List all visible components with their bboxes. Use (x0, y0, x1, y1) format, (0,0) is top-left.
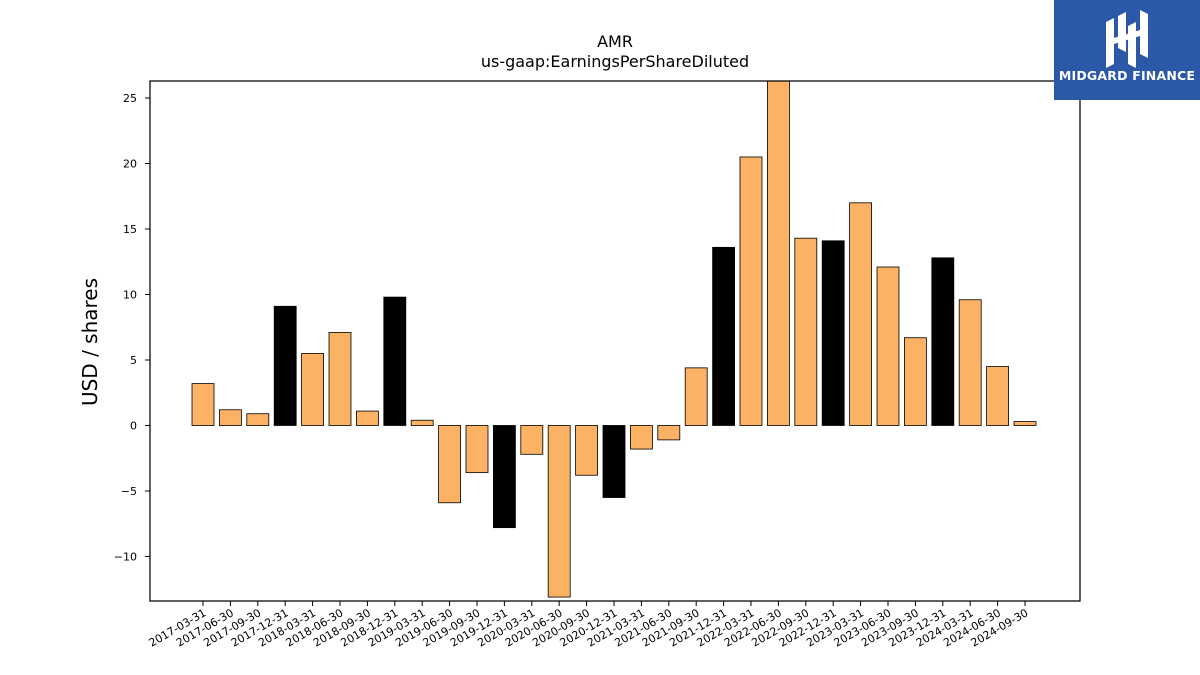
bar-2020-06-30 (547, 425, 571, 598)
y-tick-label: 25 (123, 92, 137, 105)
bar-2021-09-30 (684, 367, 708, 426)
bar-2023-06-30 (876, 266, 900, 426)
bar-2019-09-30 (465, 425, 489, 474)
bar-2017-03-31 (191, 383, 215, 426)
chart-subtitle: us-gaap:EarningsPerShareDiluted (480, 52, 750, 71)
y-axis: −10 −5 0 5 10 15 20 25 (114, 92, 150, 563)
bar-2022-09-30 (794, 237, 818, 426)
y-tick-label: 15 (123, 223, 137, 236)
chart-title: AMR (597, 32, 633, 51)
y-tick-label: −5 (121, 485, 137, 498)
bar-2019-03-31 (410, 419, 434, 426)
bar-2022-12-31 (821, 240, 845, 426)
y-axis-label: USD / shares (78, 277, 102, 407)
bar-2021-03-31 (630, 425, 653, 450)
bar-2020-03-31 (520, 425, 544, 455)
y-tick-label: 0 (130, 419, 137, 432)
bar-2017-09-30 (246, 413, 270, 426)
bar-2022-06-30 (767, 80, 790, 426)
y-tick-label: 5 (130, 354, 137, 367)
plot-frame (149, 80, 1081, 602)
bar-2021-12-31 (712, 246, 735, 426)
bar-2023-12-31 (931, 257, 955, 426)
bar-2018-06-30 (328, 332, 352, 426)
bar-2018-03-31 (301, 353, 325, 426)
bar-2019-06-30 (438, 425, 462, 504)
bar-2021-06-30 (657, 425, 681, 441)
x-axis: 2017-03-312017-06-302017-09-302017-12-31… (147, 601, 1031, 650)
y-tick-label: −10 (114, 550, 137, 563)
bar-2018-12-31 (383, 296, 407, 426)
logo-text: MIDGARD FINANCE (1058, 68, 1196, 83)
bar-2022-03-31 (739, 156, 763, 426)
bar-2020-12-31 (602, 425, 626, 498)
brand-logo: MIDGARD FINANCE (1054, 0, 1200, 100)
bar-2024-09-30 (1013, 421, 1037, 426)
bar-2020-09-30 (575, 425, 598, 476)
y-tick-label: 20 (123, 158, 137, 171)
bar-2023-09-30 (904, 337, 927, 426)
y-tick-label: 10 (123, 289, 137, 302)
bar-2024-06-30 (986, 366, 1009, 426)
bar-2018-09-30 (355, 410, 379, 426)
logo-icon (1106, 10, 1148, 68)
bar-2017-12-31 (273, 305, 297, 426)
bar-2017-06-30 (218, 409, 242, 426)
bar-2019-12-31 (492, 425, 516, 529)
bars-layer (191, 80, 1037, 598)
bar-2023-03-31 (849, 202, 872, 426)
bar-2024-03-31 (958, 299, 982, 426)
